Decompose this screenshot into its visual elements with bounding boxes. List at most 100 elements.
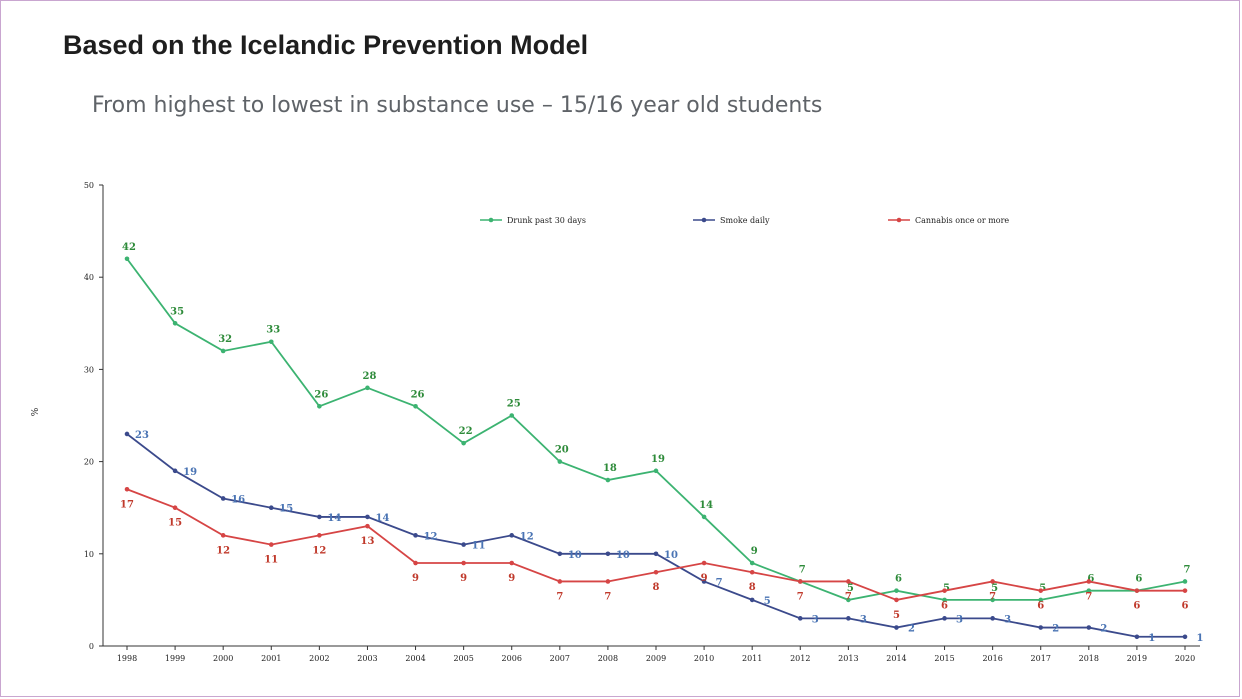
data-label: 1 xyxy=(1197,633,1204,644)
data-label: 7 xyxy=(604,591,611,602)
y-tick-label: 50 xyxy=(84,181,94,190)
x-tick-label: 2007 xyxy=(550,654,570,663)
data-point xyxy=(557,459,563,464)
data-label: 20 xyxy=(555,445,569,456)
data-point xyxy=(413,560,418,566)
data-point xyxy=(268,542,274,547)
data-point xyxy=(749,597,755,603)
data-point xyxy=(557,579,563,584)
legend-marker xyxy=(488,217,494,223)
legend-label: Drunk past 30 days xyxy=(507,216,586,225)
x-tick-label: 2017 xyxy=(1031,654,1051,663)
y-tick-label: 30 xyxy=(84,365,94,374)
data-point xyxy=(605,579,611,584)
data-point xyxy=(942,597,947,603)
data-label: 5 xyxy=(893,610,900,621)
data-label: 15 xyxy=(279,504,293,515)
data-label: 10 xyxy=(568,550,582,561)
data-point xyxy=(1182,579,1188,584)
x-tick-label: 1998 xyxy=(117,654,137,663)
x-tick-label: 2004 xyxy=(405,654,425,663)
data-point xyxy=(1182,588,1188,593)
data-point xyxy=(1038,625,1044,630)
data-label: 14 xyxy=(327,513,341,524)
data-label: 9 xyxy=(751,546,758,557)
data-label: 2 xyxy=(1052,624,1059,635)
data-label: 10 xyxy=(616,550,630,561)
data-label: 5 xyxy=(847,583,854,594)
x-tick-label: 2006 xyxy=(502,654,522,663)
data-point xyxy=(894,597,899,603)
data-label: 3 xyxy=(860,614,867,625)
x-tick-label: 2012 xyxy=(790,654,810,663)
data-label: 42 xyxy=(122,242,136,253)
data-label: 9 xyxy=(508,573,515,584)
data-point xyxy=(365,514,370,520)
data-label: 12 xyxy=(216,545,230,556)
data-label: 7 xyxy=(1085,591,1092,602)
data-label: 6 xyxy=(1087,574,1094,585)
data-label: 2 xyxy=(1100,624,1107,635)
data-label: 5 xyxy=(991,583,998,594)
data-label: 14 xyxy=(699,500,713,511)
data-point xyxy=(509,560,515,566)
data-point xyxy=(990,616,995,621)
data-label: 9 xyxy=(701,573,708,584)
data-label: 7 xyxy=(797,591,804,602)
x-tick-label: 2000 xyxy=(213,654,233,663)
data-label: 11 xyxy=(472,541,486,552)
data-point xyxy=(317,533,322,538)
legend-marker xyxy=(701,217,707,223)
data-point xyxy=(749,560,755,566)
data-point xyxy=(413,403,418,409)
slide-title: Based on the Icelandic Prevention Model xyxy=(63,30,589,60)
data-point xyxy=(701,514,707,520)
y-tick-label: 0 xyxy=(89,642,94,651)
data-label: 6 xyxy=(1182,601,1189,612)
data-label: 9 xyxy=(412,573,419,584)
data-label: 16 xyxy=(231,494,245,505)
data-point xyxy=(1038,588,1044,593)
x-tick-label: 2018 xyxy=(1079,654,1099,663)
data-point xyxy=(365,523,370,529)
x-tick-label: 2002 xyxy=(309,654,329,663)
y-axis-label: % xyxy=(31,407,41,416)
data-point xyxy=(894,625,899,630)
data-point xyxy=(509,533,515,538)
series-line xyxy=(126,258,1186,601)
x-tick-label: 2020 xyxy=(1175,654,1195,663)
y-tick-label: 20 xyxy=(84,458,94,467)
data-point xyxy=(172,321,178,326)
x-tick-label: 1999 xyxy=(165,654,185,663)
x-tick-label: 2011 xyxy=(742,654,762,663)
data-label: 14 xyxy=(375,513,389,524)
x-tick-label: 2008 xyxy=(598,654,618,663)
data-point xyxy=(942,588,947,593)
data-point xyxy=(220,496,226,501)
data-point xyxy=(220,348,226,354)
data-label: 15 xyxy=(168,518,182,529)
data-label: 25 xyxy=(507,399,521,410)
legend-marker xyxy=(896,217,902,223)
data-point xyxy=(172,468,178,474)
x-tick-label: 2005 xyxy=(453,654,473,663)
data-point xyxy=(1134,588,1140,593)
data-point xyxy=(317,403,322,409)
data-point xyxy=(846,579,851,584)
data-label: 9 xyxy=(460,573,467,584)
data-point xyxy=(701,579,707,584)
data-label: 8 xyxy=(653,582,660,593)
data-point xyxy=(124,486,130,492)
data-label: 11 xyxy=(264,555,278,566)
data-point xyxy=(461,440,466,446)
data-label: 13 xyxy=(360,536,374,547)
data-label: 32 xyxy=(218,334,232,345)
data-label: 5 xyxy=(1039,583,1046,594)
y-tick-label: 10 xyxy=(84,550,94,559)
data-point xyxy=(1134,634,1140,640)
data-point xyxy=(1086,625,1092,630)
data-label: 10 xyxy=(664,550,678,561)
data-label: 26 xyxy=(411,389,425,400)
data-point xyxy=(124,256,130,262)
